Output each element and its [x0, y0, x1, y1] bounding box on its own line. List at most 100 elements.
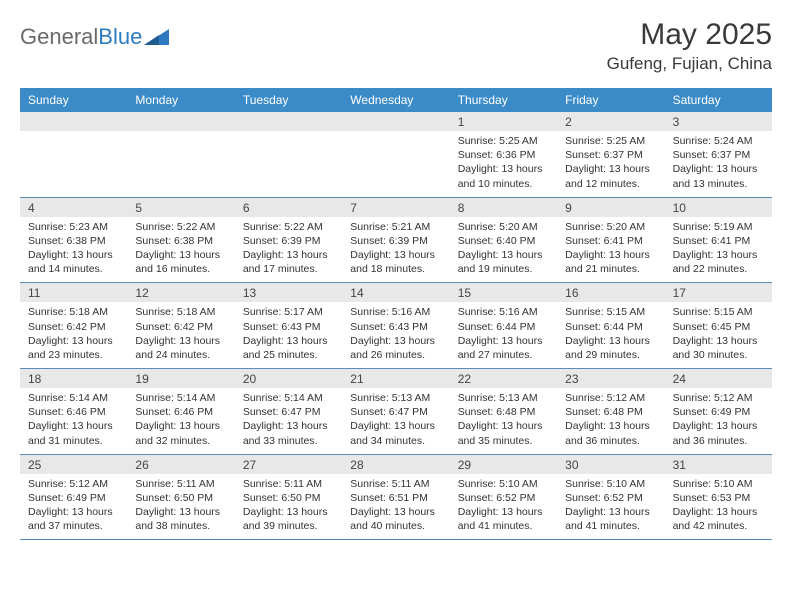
daylight-text: Daylight: 13 hours and 25 minutes.: [243, 334, 334, 362]
sunset-text: Sunset: 6:47 PM: [243, 405, 334, 419]
daylight-text: Daylight: 13 hours and 19 minutes.: [458, 248, 549, 276]
daylight-text: Daylight: 13 hours and 18 minutes.: [350, 248, 441, 276]
day-detail: Sunrise: 5:13 AMSunset: 6:48 PMDaylight:…: [450, 388, 557, 454]
day-number: 19: [127, 369, 234, 388]
daylight-text: Daylight: 13 hours and 27 minutes.: [458, 334, 549, 362]
sunset-text: Sunset: 6:49 PM: [28, 491, 119, 505]
details-band: Sunrise: 5:14 AMSunset: 6:46 PMDaylight:…: [20, 388, 772, 454]
daylight-text: Daylight: 13 hours and 38 minutes.: [135, 505, 226, 533]
sunrise-text: Sunrise: 5:13 AM: [458, 391, 549, 405]
daylight-text: Daylight: 13 hours and 39 minutes.: [243, 505, 334, 533]
daynum-band: 45678910: [20, 198, 772, 217]
sunset-text: Sunset: 6:50 PM: [243, 491, 334, 505]
sunset-text: Sunset: 6:47 PM: [350, 405, 441, 419]
sunrise-text: Sunrise: 5:19 AM: [673, 220, 764, 234]
day-number: 22: [450, 369, 557, 388]
day-number: 9: [557, 198, 664, 217]
sunset-text: Sunset: 6:41 PM: [565, 234, 656, 248]
day-detail: [235, 131, 342, 197]
day-number: [342, 112, 449, 131]
sunset-text: Sunset: 6:52 PM: [565, 491, 656, 505]
day-number: 30: [557, 455, 664, 474]
sunrise-text: Sunrise: 5:11 AM: [135, 477, 226, 491]
day-detail: [127, 131, 234, 197]
day-detail: Sunrise: 5:17 AMSunset: 6:43 PMDaylight:…: [235, 302, 342, 368]
day-number: 24: [665, 369, 772, 388]
sunrise-text: Sunrise: 5:18 AM: [28, 305, 119, 319]
day-number: 23: [557, 369, 664, 388]
daylight-text: Daylight: 13 hours and 33 minutes.: [243, 419, 334, 447]
weeks-container: 123Sunrise: 5:25 AMSunset: 6:36 PMDaylig…: [20, 112, 772, 540]
sunset-text: Sunset: 6:44 PM: [565, 320, 656, 334]
daylight-text: Daylight: 13 hours and 40 minutes.: [350, 505, 441, 533]
weekday-thursday: Thursday: [450, 88, 557, 112]
sunset-text: Sunset: 6:51 PM: [350, 491, 441, 505]
sunrise-text: Sunrise: 5:14 AM: [28, 391, 119, 405]
details-band: Sunrise: 5:23 AMSunset: 6:38 PMDaylight:…: [20, 217, 772, 283]
daylight-text: Daylight: 13 hours and 41 minutes.: [565, 505, 656, 533]
daylight-text: Daylight: 13 hours and 31 minutes.: [28, 419, 119, 447]
sunrise-text: Sunrise: 5:10 AM: [458, 477, 549, 491]
sunrise-text: Sunrise: 5:23 AM: [28, 220, 119, 234]
details-band: Sunrise: 5:25 AMSunset: 6:36 PMDaylight:…: [20, 131, 772, 197]
sunset-text: Sunset: 6:43 PM: [243, 320, 334, 334]
daylight-text: Daylight: 13 hours and 21 minutes.: [565, 248, 656, 276]
weekday-tuesday: Tuesday: [235, 88, 342, 112]
weekday-monday: Monday: [127, 88, 234, 112]
day-detail: Sunrise: 5:16 AMSunset: 6:43 PMDaylight:…: [342, 302, 449, 368]
sunrise-text: Sunrise: 5:14 AM: [135, 391, 226, 405]
day-detail: Sunrise: 5:14 AMSunset: 6:46 PMDaylight:…: [20, 388, 127, 454]
day-detail: Sunrise: 5:21 AMSunset: 6:39 PMDaylight:…: [342, 217, 449, 283]
daylight-text: Daylight: 13 hours and 17 minutes.: [243, 248, 334, 276]
sunrise-text: Sunrise: 5:15 AM: [565, 305, 656, 319]
daylight-text: Daylight: 13 hours and 12 minutes.: [565, 162, 656, 190]
week-row: 25262728293031Sunrise: 5:12 AMSunset: 6:…: [20, 455, 772, 541]
daynum-band: 123: [20, 112, 772, 131]
sunrise-text: Sunrise: 5:16 AM: [350, 305, 441, 319]
daylight-text: Daylight: 13 hours and 14 minutes.: [28, 248, 119, 276]
day-number: 20: [235, 369, 342, 388]
sunrise-text: Sunrise: 5:10 AM: [565, 477, 656, 491]
day-detail: Sunrise: 5:13 AMSunset: 6:47 PMDaylight:…: [342, 388, 449, 454]
daylight-text: Daylight: 13 hours and 30 minutes.: [673, 334, 764, 362]
day-number: 11: [20, 283, 127, 302]
daylight-text: Daylight: 13 hours and 13 minutes.: [673, 162, 764, 190]
calendar: Sunday Monday Tuesday Wednesday Thursday…: [20, 88, 772, 540]
day-number: 10: [665, 198, 772, 217]
day-detail: Sunrise: 5:15 AMSunset: 6:44 PMDaylight:…: [557, 302, 664, 368]
day-number: 14: [342, 283, 449, 302]
day-number: 4: [20, 198, 127, 217]
day-detail: Sunrise: 5:10 AMSunset: 6:52 PMDaylight:…: [450, 474, 557, 540]
day-detail: [342, 131, 449, 197]
triangle-icon: [144, 28, 170, 46]
daylight-text: Daylight: 13 hours and 23 minutes.: [28, 334, 119, 362]
sunset-text: Sunset: 6:41 PM: [673, 234, 764, 248]
location: Gufeng, Fujian, China: [607, 54, 772, 74]
sunset-text: Sunset: 6:38 PM: [135, 234, 226, 248]
sunset-text: Sunset: 6:50 PM: [135, 491, 226, 505]
day-number: 29: [450, 455, 557, 474]
weekday-friday: Friday: [557, 88, 664, 112]
day-detail: Sunrise: 5:11 AMSunset: 6:50 PMDaylight:…: [235, 474, 342, 540]
daylight-text: Daylight: 13 hours and 22 minutes.: [673, 248, 764, 276]
day-number: [127, 112, 234, 131]
week-row: 18192021222324Sunrise: 5:14 AMSunset: 6:…: [20, 369, 772, 455]
sunrise-text: Sunrise: 5:12 AM: [28, 477, 119, 491]
day-number: [235, 112, 342, 131]
day-number: 15: [450, 283, 557, 302]
day-detail: Sunrise: 5:11 AMSunset: 6:51 PMDaylight:…: [342, 474, 449, 540]
daylight-text: Daylight: 13 hours and 16 minutes.: [135, 248, 226, 276]
day-number: 26: [127, 455, 234, 474]
sunrise-text: Sunrise: 5:10 AM: [673, 477, 764, 491]
sunrise-text: Sunrise: 5:24 AM: [673, 134, 764, 148]
day-detail: Sunrise: 5:14 AMSunset: 6:47 PMDaylight:…: [235, 388, 342, 454]
day-detail: Sunrise: 5:10 AMSunset: 6:52 PMDaylight:…: [557, 474, 664, 540]
day-detail: Sunrise: 5:12 AMSunset: 6:49 PMDaylight:…: [20, 474, 127, 540]
sunrise-text: Sunrise: 5:11 AM: [350, 477, 441, 491]
details-band: Sunrise: 5:18 AMSunset: 6:42 PMDaylight:…: [20, 302, 772, 368]
daylight-text: Daylight: 13 hours and 24 minutes.: [135, 334, 226, 362]
daylight-text: Daylight: 13 hours and 29 minutes.: [565, 334, 656, 362]
day-detail: Sunrise: 5:25 AMSunset: 6:37 PMDaylight:…: [557, 131, 664, 197]
sunrise-text: Sunrise: 5:11 AM: [243, 477, 334, 491]
day-number: 17: [665, 283, 772, 302]
